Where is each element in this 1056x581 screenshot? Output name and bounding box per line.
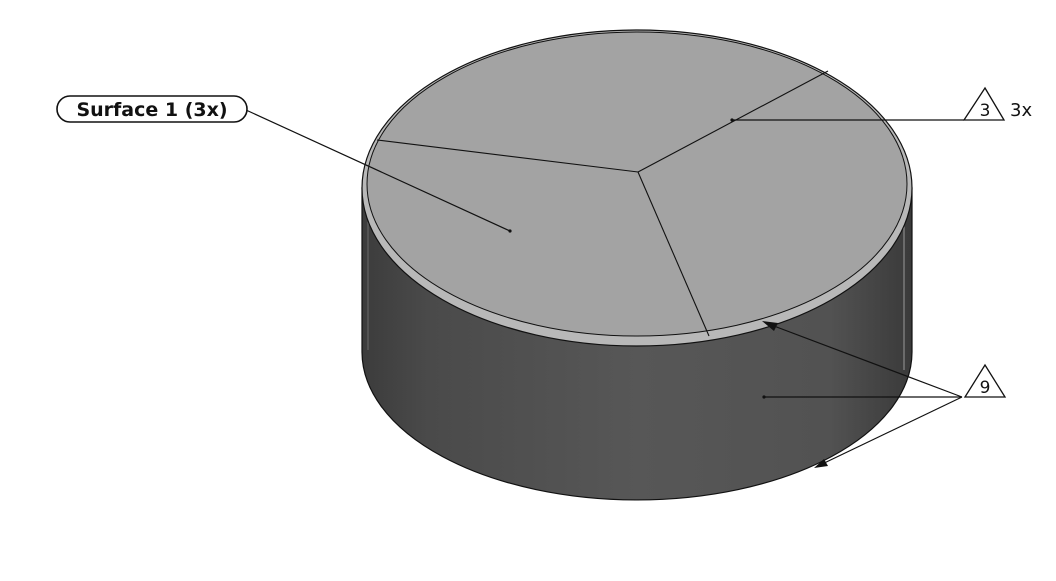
leader-line [245,109,511,232]
balloon-number: 3 [980,101,991,121]
surface-tag-frame [56,95,248,123]
top-face[interactable] [366,31,908,337]
arrowhead-icon [762,321,778,331]
arrowhead-icon [814,459,828,468]
leader-dot [508,229,512,233]
triangle-balloon-icon [963,363,1007,398]
leader-line [765,322,963,398]
triangle-balloon-icon [962,86,1006,121]
surface-tag-callout[interactable]: Surface 1 (3x) [56,95,512,233]
balloon-3-callout[interactable]: 3 3x [730,86,1032,122]
split-line [376,139,639,173]
leader-line [817,396,963,467]
split-line [637,171,710,337]
split-line [637,70,829,173]
balloon-number: 9 [980,378,991,398]
leader-dot [730,118,734,122]
balloon-9-callout[interactable]: 9 [762,321,1007,468]
leader-dot [762,395,766,399]
top-face-split-lines [376,70,829,337]
balloon-quantity: 3x [1010,100,1032,121]
surface-tag-label: Surface 1 (3x) [76,99,227,121]
